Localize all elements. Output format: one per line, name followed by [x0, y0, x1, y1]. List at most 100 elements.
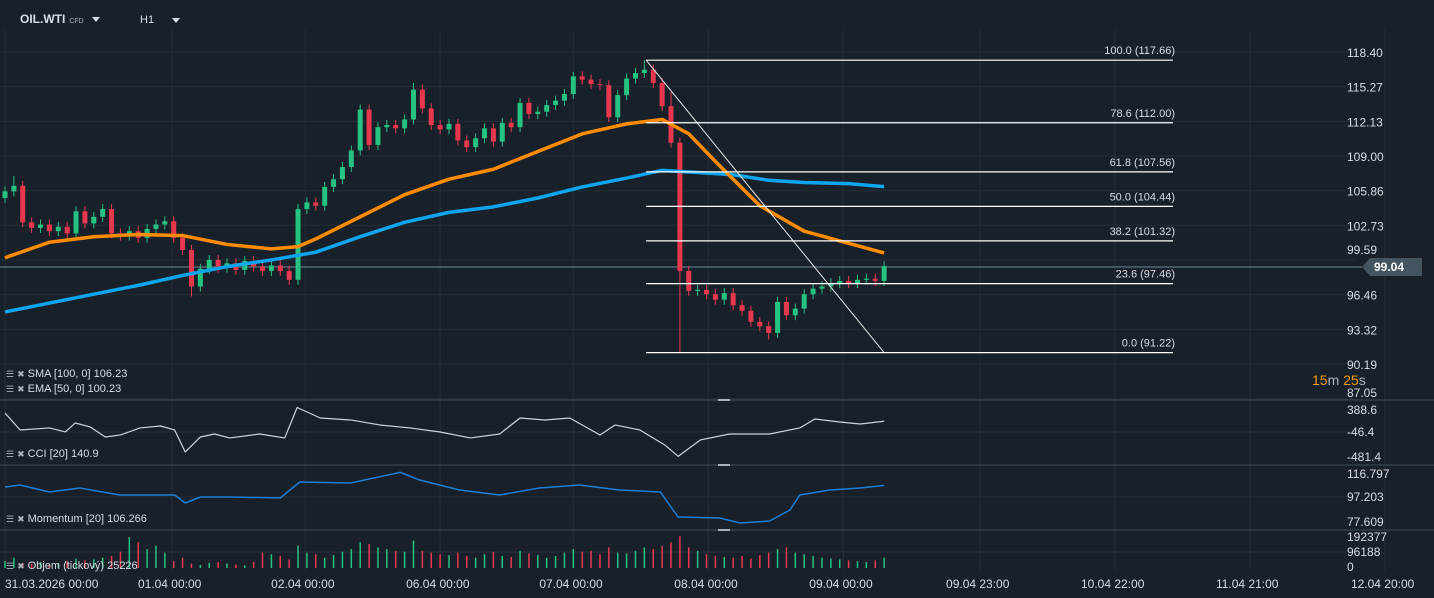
volume-bar — [661, 545, 663, 568]
settings-icon[interactable]: ☰ — [6, 369, 15, 379]
settings-icon[interactable]: ☰ — [6, 514, 15, 524]
volume-bar — [528, 553, 530, 568]
candle — [482, 123, 488, 144]
panel-resize-handle[interactable] — [718, 464, 730, 466]
ema-line — [4, 117, 885, 260]
volume-bar — [785, 547, 788, 568]
volume-bar — [350, 549, 353, 568]
candle — [197, 263, 203, 292]
price-axis-label: 109.00 — [1347, 150, 1384, 164]
candle — [632, 68, 638, 84]
volume-bar — [110, 555, 113, 568]
candle — [393, 120, 399, 134]
candle-body — [615, 95, 621, 118]
timeframe-selector[interactable]: H1 — [140, 14, 181, 26]
candle-body — [295, 209, 301, 280]
close-icon[interactable]: ✖ — [17, 561, 25, 571]
close-icon[interactable]: ✖ — [17, 369, 25, 379]
cci-axis-label: -481.4 — [1347, 450, 1381, 464]
candle — [606, 80, 612, 123]
price-axis-label: 105.86 — [1347, 185, 1384, 199]
candle — [641, 60, 647, 78]
candle-body — [268, 265, 274, 271]
volume-bar — [199, 564, 202, 568]
volume-bar — [723, 556, 726, 568]
price-axis-label: 118.40 — [1347, 46, 1383, 60]
candle-body — [624, 78, 630, 96]
momentum-axis-label: 97.203 — [1347, 490, 1384, 504]
candle — [410, 82, 416, 125]
candle-body — [446, 123, 452, 130]
time-axis-label: 06.04 00:00 — [406, 577, 470, 591]
volume-axis-label: 192377 — [1347, 530, 1387, 544]
volume-bar — [93, 559, 95, 568]
candle-body — [526, 102, 532, 114]
candle — [579, 71, 585, 85]
volume-bar — [732, 557, 734, 568]
volume-bar — [359, 542, 361, 568]
settings-icon[interactable]: ☰ — [6, 561, 15, 571]
volume-bar — [261, 552, 264, 568]
time-axis-label: 07.04 00:00 — [539, 577, 603, 591]
volume-bar — [84, 560, 86, 568]
momentum-axis-label: 116.797 — [1347, 467, 1390, 481]
candle-body — [348, 150, 354, 168]
candle-body — [881, 266, 887, 281]
current-price-tag: 99.04 — [1362, 258, 1422, 276]
momentum-line — [4, 471, 885, 524]
volume-bar — [714, 555, 717, 568]
time-axis-label: 08.04 00:00 — [674, 577, 738, 591]
candle-body — [704, 289, 710, 295]
volume-bar — [75, 558, 77, 568]
candle — [499, 117, 505, 147]
close-icon[interactable]: ✖ — [17, 514, 25, 524]
candle-body — [304, 202, 310, 210]
panel-resize-handle[interactable] — [718, 399, 730, 401]
candle-body — [863, 278, 869, 280]
chevron-down-icon[interactable] — [172, 17, 181, 23]
settings-icon[interactable]: ☰ — [6, 449, 15, 459]
timeframe-label: H1 — [140, 14, 155, 26]
fibonacci-level-label: 23.6 (97.46) — [1116, 269, 1175, 281]
candle-body — [393, 124, 399, 129]
candle — [38, 219, 44, 233]
candle-body — [721, 293, 727, 300]
candle-body — [366, 109, 372, 145]
candle — [712, 289, 718, 305]
candle — [29, 217, 35, 233]
time-axis-label: 31.03.2026 00:00 — [5, 577, 99, 591]
chevron-down-icon[interactable] — [91, 17, 100, 23]
momentum-label: Momentum [20] 106.266 — [27, 513, 147, 525]
volume-bar — [634, 550, 637, 568]
cci-axis-label: -46.4 — [1347, 425, 1375, 439]
candle-body — [82, 211, 88, 224]
candle — [473, 133, 479, 153]
candle-body — [632, 73, 638, 79]
panel-resize-handle[interactable] — [718, 529, 730, 531]
candle — [366, 104, 372, 150]
volume-bar — [430, 552, 432, 568]
candle — [277, 260, 283, 276]
symbol-selector[interactable]: OIL.WTI CFD — [20, 12, 100, 26]
volume-bar — [48, 564, 51, 568]
time-axis-label: 02.04 00:00 — [271, 577, 335, 591]
candle-body — [482, 128, 488, 139]
candle — [881, 261, 887, 286]
volume-bar — [235, 564, 237, 568]
candle — [553, 95, 559, 111]
volume-label: Objem (tickový) 25226 — [27, 560, 138, 572]
candle — [490, 123, 496, 147]
cci-line — [4, 406, 885, 457]
candle-body — [91, 216, 97, 224]
settings-icon[interactable]: ☰ — [6, 384, 15, 394]
close-icon[interactable]: ✖ — [17, 449, 25, 459]
candle-body — [339, 167, 345, 180]
symbol-type: CFD — [69, 18, 84, 25]
close-icon[interactable]: ✖ — [17, 384, 25, 394]
candle — [464, 135, 470, 153]
volume-bar — [288, 559, 290, 568]
candle — [828, 278, 834, 292]
volume-bar — [847, 560, 850, 568]
candle-body — [384, 124, 390, 128]
